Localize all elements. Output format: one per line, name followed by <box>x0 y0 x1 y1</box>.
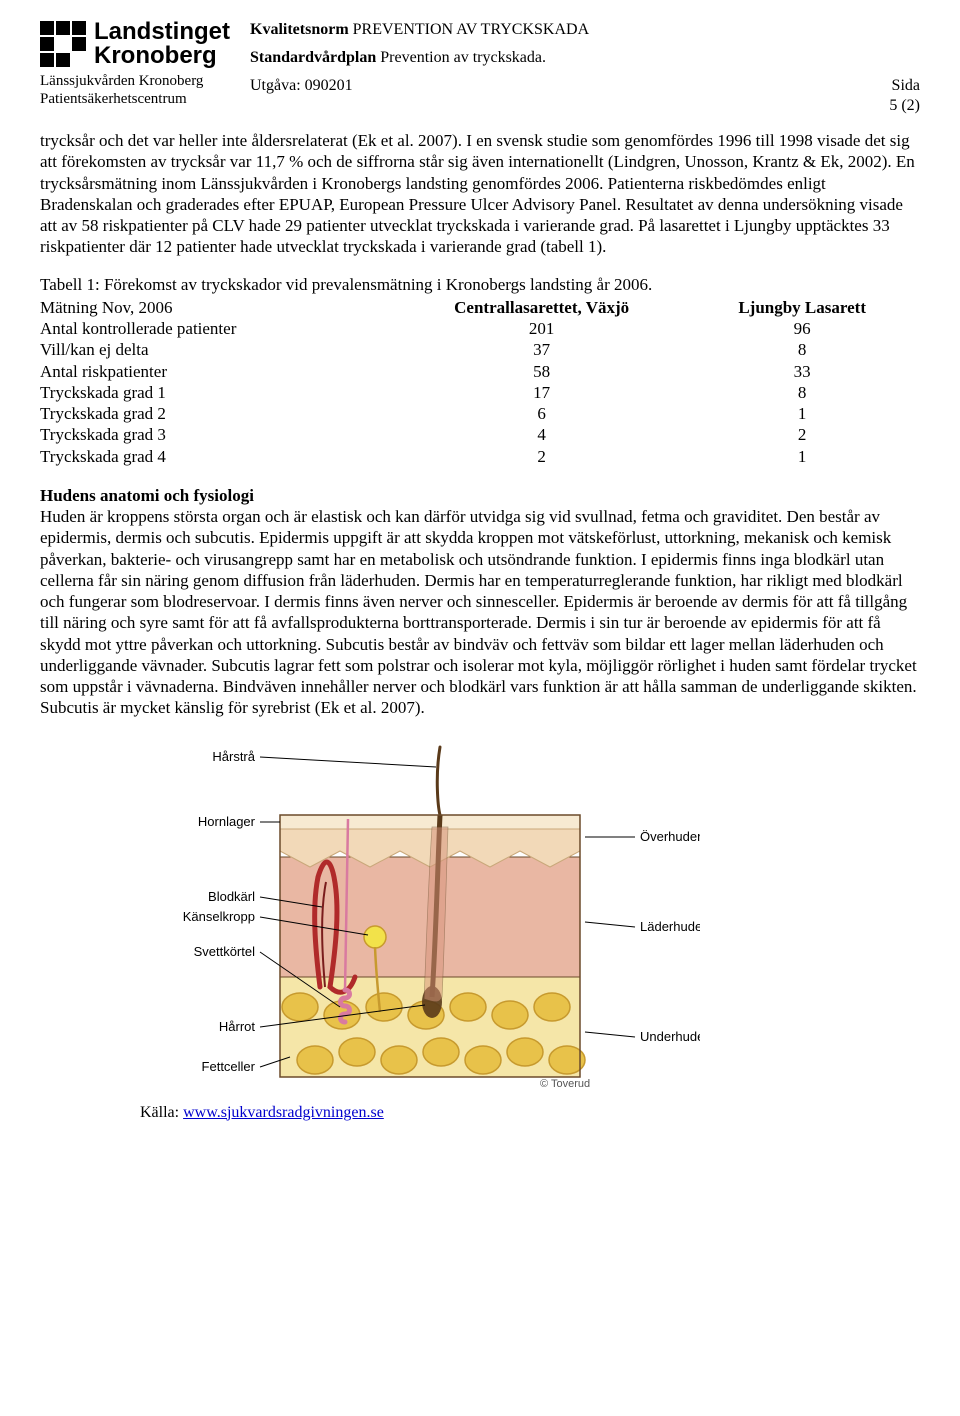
svg-text:Hårrot: Hårrot <box>219 1019 256 1034</box>
table-cell: 8 <box>692 339 920 360</box>
table-cell: Tryckskada grad 1 <box>40 382 399 403</box>
svg-text:Underhuden: Underhuden <box>640 1029 700 1044</box>
logo-block: Landstinget Kronoberg Länssjukvården Kro… <box>40 20 230 108</box>
svg-text:© Toverud: © Toverud <box>540 1078 590 1090</box>
svg-text:Fettceller: Fettceller <box>202 1059 256 1074</box>
table-cell: 33 <box>692 361 920 382</box>
org-subtitle: Länssjukvården Kronoberg Patientsäkerhet… <box>40 72 230 108</box>
source-link[interactable]: www.sjukvardsradgivningen.se <box>183 1104 384 1121</box>
table-cell: 1 <box>692 403 920 424</box>
svg-text:Läderhuden: Läderhuden <box>640 919 700 934</box>
quality-label: Kvalitetsnorm <box>250 21 349 38</box>
svg-text:Hornlager: Hornlager <box>198 814 256 829</box>
table-cell: 8 <box>692 382 920 403</box>
table-cell: 58 <box>399 361 692 382</box>
table-cell: 4 <box>399 424 692 445</box>
table-cell: Vill/kan ej delta <box>40 339 399 360</box>
skin-diagram: Hårstrå Hornlager Blodkärl Känselkropp Svett… <box>140 737 700 1097</box>
page-number: Sida 5 (2) <box>889 76 920 116</box>
logo-icon <box>40 21 86 67</box>
table-cell: 37 <box>399 339 692 360</box>
section-2-title: Hudens anatomi och fysiologi <box>40 485 920 506</box>
header-meta: Kvalitetsnorm PREVENTION AV TRYCKSKADA S… <box>250 20 920 116</box>
table-cell: 2 <box>399 446 692 467</box>
table-cell: Antal kontrollerade patienter <box>40 318 399 339</box>
plan-label: Standardvårdplan <box>250 49 376 66</box>
table-cell: Tryckskada grad 2 <box>40 403 399 424</box>
table-cell: 2 <box>692 424 920 445</box>
table-cell: 17 <box>399 382 692 403</box>
paragraph-2: Huden är kroppens största organ och är e… <box>40 506 920 719</box>
quality-title: PREVENTION AV TRYCKSKADA <box>353 21 589 38</box>
svg-text:Känselkropp: Känselkropp <box>183 909 255 924</box>
table-caption: Tabell 1: Förekomst av tryckskador vid p… <box>40 274 920 295</box>
table-cell: 1 <box>692 446 920 467</box>
svg-text:Blodkärl: Blodkärl <box>208 889 255 904</box>
logo-text: Landstinget Kronoberg <box>94 20 230 68</box>
data-table: Mätning Nov, 2006 Centrallasarettet, Väx… <box>40 297 920 467</box>
page-header: Landstinget Kronoberg Länssjukvården Kro… <box>40 20 920 116</box>
table-head-0: Mätning Nov, 2006 <box>40 297 399 318</box>
skin-diagram-svg: Hårstrå Hornlager Blodkärl Känselkropp Svett… <box>140 737 700 1097</box>
table-head-1: Centrallasarettet, Växjö <box>399 297 692 318</box>
svg-text:Hårstrå: Hårstrå <box>212 749 255 764</box>
table-cell: 6 <box>399 403 692 424</box>
table-cell: Tryckskada grad 3 <box>40 424 399 445</box>
table-cell: Antal riskpatienter <box>40 361 399 382</box>
table-cell: 96 <box>692 318 920 339</box>
svg-text:Överhuden: Överhuden <box>640 829 700 844</box>
table-head-2: Ljungby Lasarett <box>692 297 920 318</box>
paragraph-1: trycksår och det var heller inte åldersr… <box>40 130 920 258</box>
source-line: Källa: www.sjukvardsradgivningen.se <box>140 1103 920 1123</box>
table-cell: 201 <box>399 318 692 339</box>
plan-title: Prevention av tryckskada. <box>380 49 546 66</box>
source-label: Källa: <box>140 1104 183 1121</box>
svg-text:Svettkörtel: Svettkörtel <box>194 944 256 959</box>
edition: Utgåva: 090201 <box>250 76 353 116</box>
table-cell: Tryckskada grad 4 <box>40 446 399 467</box>
